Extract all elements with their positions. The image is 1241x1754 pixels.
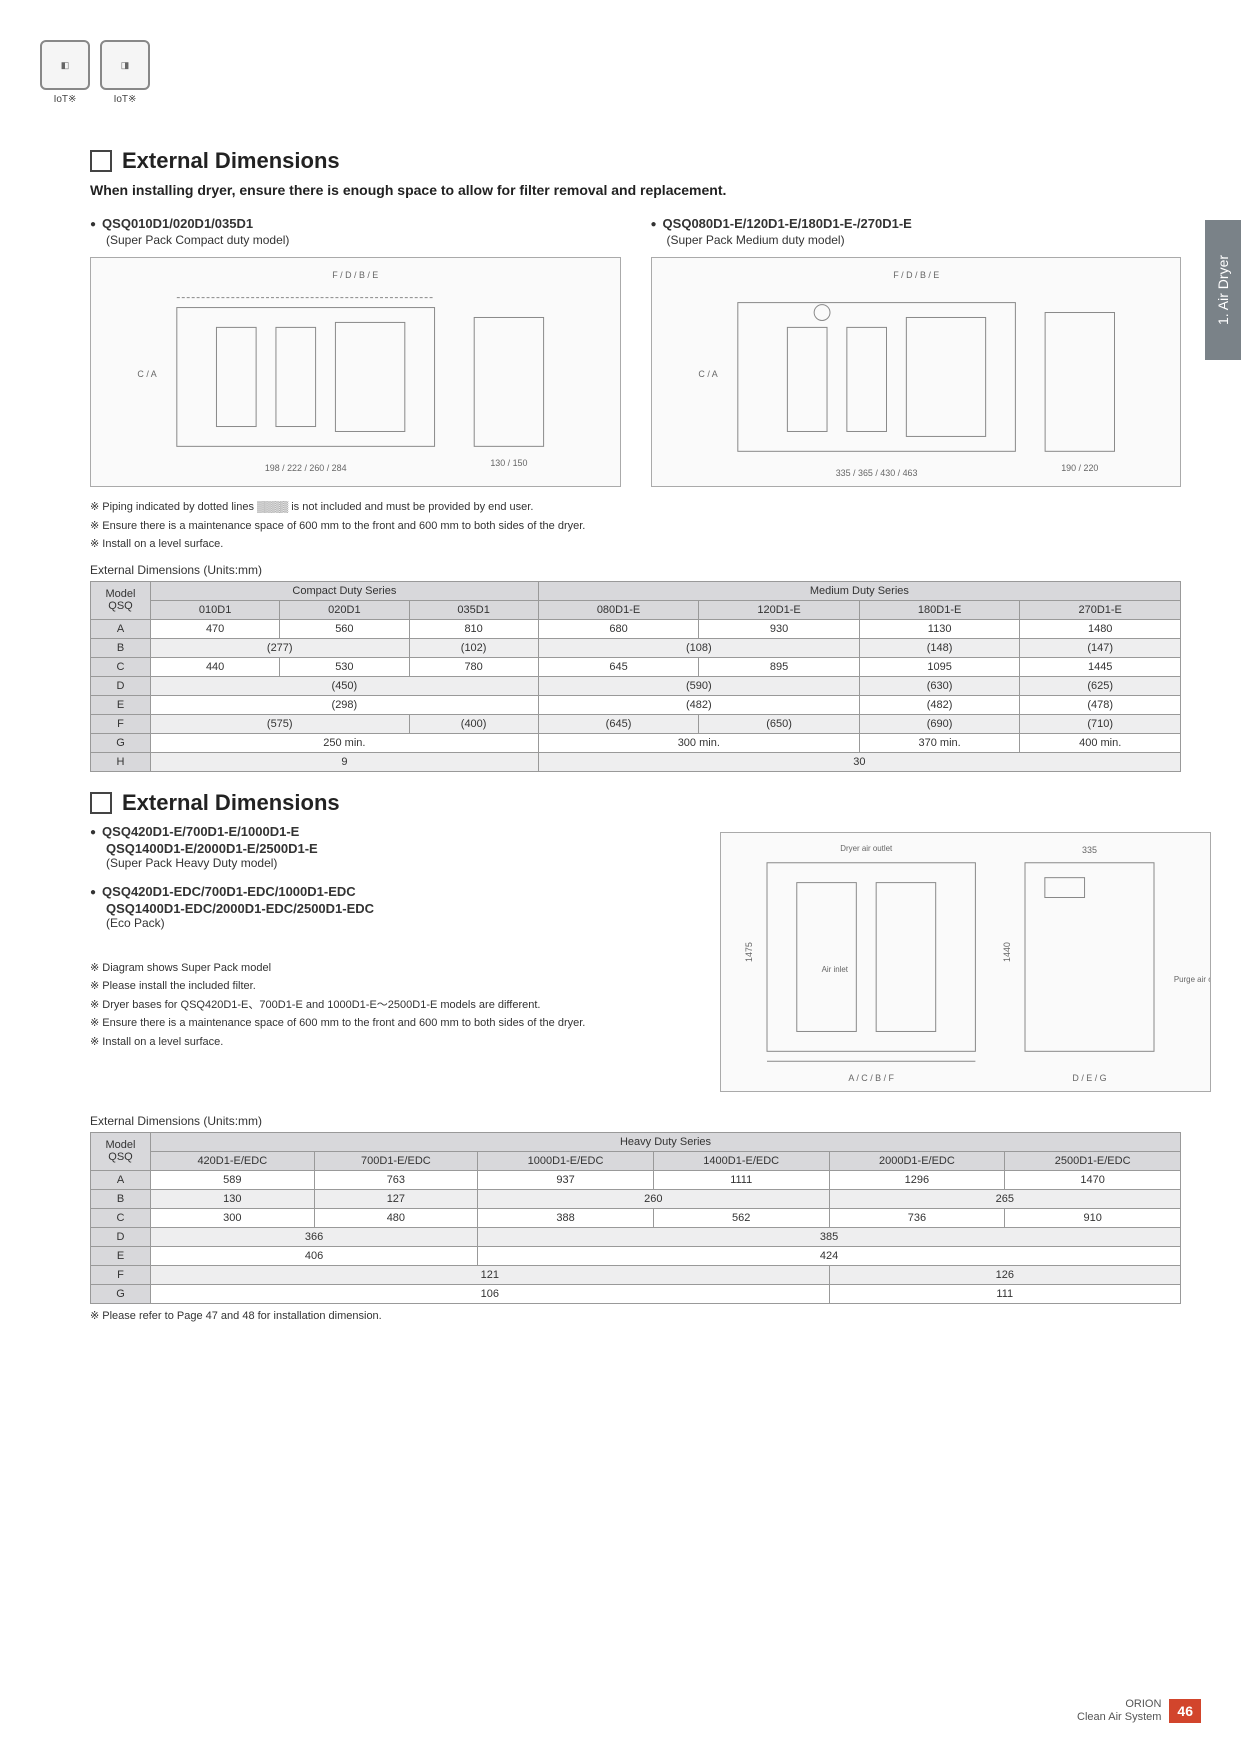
side-tab: 1. Air Dryer — [1205, 220, 1241, 360]
svg-text:F / D / B / E: F / D / B / E — [893, 270, 939, 280]
s2-bullet1: QSQ420D1-E/700D1-E/1000D1-E — [90, 824, 690, 839]
iot-icon-1: ◧ — [40, 40, 90, 90]
svg-text:335 / 365 / 430 / 463: 335 / 365 / 430 / 463 — [835, 468, 917, 478]
s2-bullet2-sub: (Eco Pack) — [106, 916, 690, 930]
s1-table: ModelQSQCompact Duty SeriesMedium Duty S… — [90, 581, 1181, 772]
page-number: 46 — [1169, 1699, 1201, 1723]
note: Diagram shows Super Pack model — [90, 960, 690, 977]
note: Piping indicated by dotted lines ▒▒▒▒ is… — [90, 499, 1181, 516]
iot-icon-2: ◨ — [100, 40, 150, 90]
footer-brand: ORION — [1077, 1698, 1161, 1711]
note: Ensure there is a maintenance space of 6… — [90, 518, 1181, 535]
s2-notes: Diagram shows Super Pack model Please in… — [90, 960, 690, 1051]
svg-text:Air inlet: Air inlet — [822, 964, 849, 973]
svg-text:D / E / G: D / E / G — [1072, 1073, 1106, 1083]
svg-text:C / A: C / A — [137, 369, 156, 379]
section1-subtitle: When installing dryer, ensure there is e… — [90, 182, 1181, 198]
note: Install on a level surface. — [90, 1034, 690, 1051]
iot-label-2: IoT※ — [100, 94, 150, 105]
svg-text:Purge air outlet: Purge air outlet — [1174, 974, 1210, 983]
s2-bullet2-line2: QSQ1400D1-EDC/2000D1-EDC/2500D1-EDC — [106, 901, 690, 916]
s2-footnote-wrap: Please refer to Page 47 and 48 for insta… — [90, 1308, 1181, 1325]
section2-title: External Dimensions — [90, 790, 1181, 816]
footer: ORION Clean Air System 46 — [1077, 1698, 1201, 1724]
svg-text:198 / 222 / 260 / 284: 198 / 222 / 260 / 284 — [265, 463, 347, 473]
figure-medium: F / D / B / E C / A 190 / 220 335 / 365 … — [651, 257, 1182, 487]
s1-right-bullet: QSQ080D1-E/120D1-E/180D1-E-/270D1-E — [651, 216, 1182, 231]
svg-text:F / D / B / E: F / D / B / E — [332, 270, 378, 280]
figure-heavy: 1475 A / C / B / F 1440 335 D / E / G Pu… — [720, 832, 1211, 1092]
note: Please install the included filter. — [90, 978, 690, 995]
icon-bar: ◧ IoT※ ◨ IoT※ — [40, 40, 150, 105]
svg-text:190 / 220: 190 / 220 — [1061, 463, 1098, 473]
s2-footnote: Please refer to Page 47 and 48 for insta… — [90, 1308, 1181, 1325]
s1-notes: Piping indicated by dotted lines ▒▒▒▒ is… — [90, 499, 1181, 553]
s1-right-bullet-sub: (Super Pack Medium duty model) — [667, 233, 1182, 247]
svg-text:Dryer air outlet: Dryer air outlet — [840, 843, 893, 852]
s1-left-bullet: QSQ010D1/020D1/035D1 — [90, 216, 621, 231]
s1-left-bullet-sub: (Super Pack Compact duty model) — [106, 233, 621, 247]
s2-bullet1-sub: (Super Pack Heavy Duty model) — [106, 856, 690, 870]
svg-text:335: 335 — [1082, 844, 1097, 854]
svg-text:130 / 150: 130 / 150 — [490, 458, 527, 468]
svg-text:1475: 1475 — [744, 942, 754, 962]
s2-table: ModelQSQHeavy Duty Series420D1-E/EDC700D… — [90, 1132, 1181, 1304]
s2-bullet1-line2: QSQ1400D1-E/2000D1-E/2500D1-E — [106, 841, 690, 856]
iot-label-1: IoT※ — [40, 94, 90, 105]
figure-compact: F / D / B / E C / A 130 / 150 198 / 222 … — [90, 257, 621, 487]
s2-bullet2: QSQ420D1-EDC/700D1-EDC/1000D1-EDC — [90, 884, 690, 899]
note: Install on a level surface. — [90, 536, 1181, 553]
footer-product: Clean Air System — [1077, 1711, 1161, 1724]
svg-text:1440: 1440 — [1002, 942, 1012, 962]
svg-text:A / C / B / F: A / C / B / F — [848, 1073, 894, 1083]
s1-table-caption: External Dimensions (Units:mm) — [90, 563, 1181, 577]
svg-text:C / A: C / A — [698, 369, 717, 379]
section1-title: External Dimensions — [90, 148, 1181, 174]
s2-table-caption: External Dimensions (Units:mm) — [90, 1114, 1181, 1128]
note: Dryer bases for QSQ420D1-E、700D1-E and 1… — [90, 997, 690, 1014]
note: Ensure there is a maintenance space of 6… — [90, 1015, 690, 1032]
